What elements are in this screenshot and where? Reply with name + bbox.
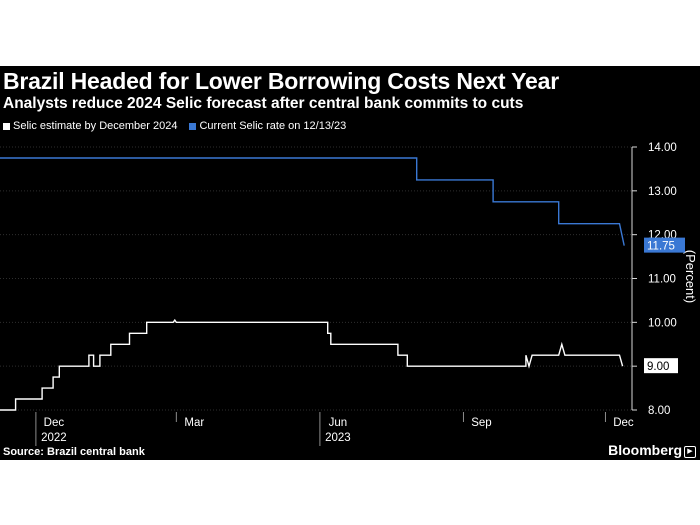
series-line-1 xyxy=(0,157,625,246)
legend-item-estimate: Selic estimate by December 2024 xyxy=(3,120,177,132)
y-tick-label-2: 10.00 xyxy=(648,317,677,329)
end-label-0: 9.00 xyxy=(647,361,669,373)
legend-label-current: Current Selic rate on 12/13/23 xyxy=(199,120,347,132)
legend-swatch-estimate xyxy=(3,122,10,130)
chart-card: Brazil Headed for Lower Borrowing Costs … xyxy=(0,66,700,460)
x-tick-label-1: Mar xyxy=(184,417,204,429)
x-year-label-0: 2022 xyxy=(41,432,67,444)
legend-swatch-current xyxy=(189,122,197,130)
y-tick-label-0: 8.00 xyxy=(648,405,670,417)
y-tick-label-6: 14.00 xyxy=(648,142,677,154)
y-axis-label: (Percent) xyxy=(683,250,698,303)
end-badge-0 xyxy=(644,358,678,374)
series-line-0 xyxy=(0,318,624,411)
legend-label-estimate: Selic estimate by December 2024 xyxy=(13,120,178,132)
x-tick-label-2: Jun xyxy=(329,417,348,429)
x-year-label-2: 2023 xyxy=(325,432,351,444)
end-label-1: 11.75 xyxy=(647,241,675,253)
x-tick-label-0: Dec xyxy=(44,417,65,429)
y-tick-label-5: 13.00 xyxy=(648,186,677,198)
x-tick-label-3: Sep xyxy=(471,417,491,429)
chart-title: Brazil Headed for Lower Borrowing Costs … xyxy=(3,68,559,94)
y-tick-label-3: 11.00 xyxy=(648,274,676,286)
legend-item-current: Current Selic rate on 12/13/23 xyxy=(189,120,346,132)
x-tick-label-4: Dec xyxy=(613,417,634,429)
brand-icon: ▶ xyxy=(684,446,696,458)
line-chart: 8.009.0010.0011.0012.0013.0014.00(Percen… xyxy=(0,142,698,446)
end-badge-1 xyxy=(644,237,685,253)
brand-logo: Bloomberg xyxy=(608,442,682,458)
legend: Selic estimate by December 2024 Current … xyxy=(3,120,358,132)
chart-subtitle: Analysts reduce 2024 Selic forecast afte… xyxy=(3,95,524,112)
source-note: Source: Brazil central bank xyxy=(3,446,145,458)
